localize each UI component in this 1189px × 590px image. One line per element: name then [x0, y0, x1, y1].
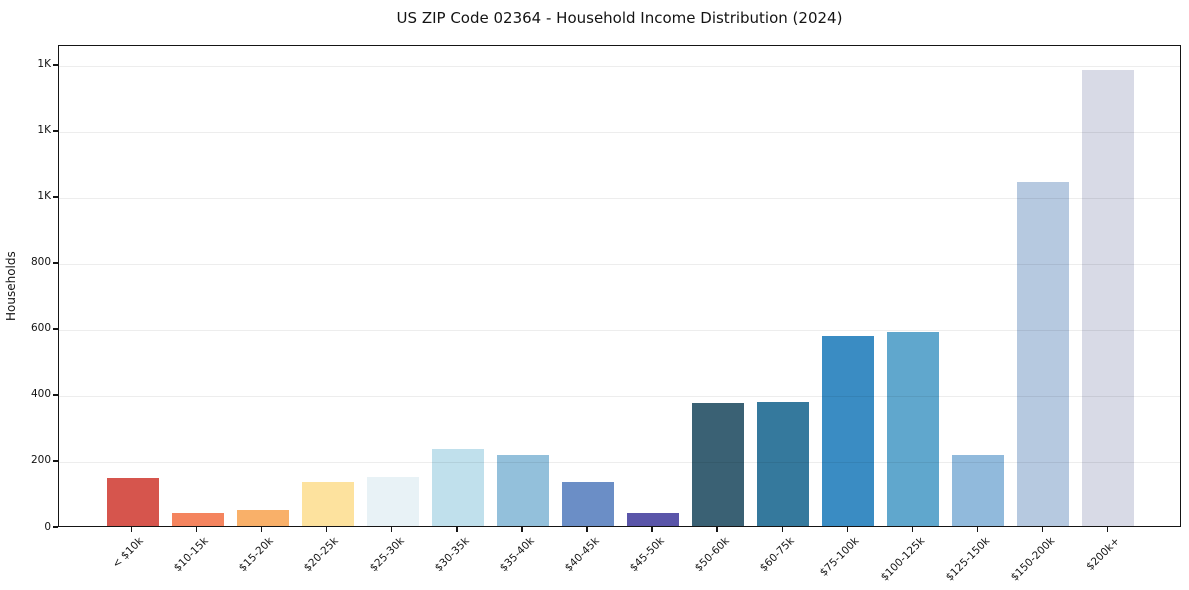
y-tick-mark: [53, 262, 58, 264]
y-tick-mark: [53, 460, 58, 462]
x-tick-label: $15-20k: [237, 535, 277, 575]
bar-$25-30k: [366, 477, 419, 526]
x-tick-mark: [130, 527, 133, 532]
gridline: [59, 263, 1180, 265]
x-tick-mark: [911, 527, 913, 532]
bar-$125-150k: [952, 455, 1005, 526]
gridline: [59, 131, 1180, 133]
x-tick-label: $50-60k: [692, 535, 732, 575]
x-tick-label: $75-100k: [817, 535, 862, 579]
x-tick-label: $10-15k: [171, 535, 212, 575]
y-tick-label: 1K: [37, 58, 51, 71]
y-tick-label: 200: [30, 454, 51, 467]
x-tick-mark: [261, 527, 263, 532]
chart-title: US ZIP Code 02364 - Household Income Dis…: [396, 9, 843, 27]
plot-area: [58, 45, 1181, 527]
y-tick-label: 1K: [37, 190, 51, 203]
bar-$200k+: [1082, 70, 1135, 526]
x-tick-mark: [326, 527, 328, 532]
x-tick-mark: [586, 527, 588, 532]
x-tick-label: $35-40k: [497, 535, 537, 575]
gridline: [59, 461, 1180, 463]
bar-< $10k: [106, 478, 159, 526]
x-tick-label: $60-75k: [757, 535, 797, 575]
gridline: [59, 395, 1180, 397]
y-tick-mark: [53, 328, 58, 330]
x-tick-label: $45-50k: [627, 535, 667, 575]
x-tick-label: $125-150k: [943, 535, 992, 584]
y-tick-label: 0: [44, 520, 51, 533]
x-tick-mark: [391, 527, 393, 532]
x-tick-label: $30-35k: [432, 535, 472, 575]
y-tick-mark: [53, 196, 58, 198]
x-tick-mark: [195, 527, 198, 532]
x-tick-mark: [1041, 527, 1044, 532]
x-tick-label: $100-125k: [878, 535, 927, 584]
bar-$35-40k: [496, 455, 549, 526]
y-tick-mark: [53, 130, 58, 132]
bar-$75-100k: [822, 335, 875, 526]
x-tick-label: < $10k: [110, 535, 147, 571]
bar-$10-15k: [171, 513, 224, 526]
x-tick-mark: [846, 527, 848, 532]
bar-$100-125k: [887, 331, 940, 526]
gridline: [59, 197, 1180, 199]
x-tick-label: $40-45k: [562, 535, 602, 575]
x-tick-mark: [976, 527, 979, 532]
x-tick-mark: [1106, 527, 1109, 532]
y-tick-mark: [53, 526, 58, 528]
y-tick-label: 800: [30, 256, 51, 269]
y-tick-label: 600: [30, 322, 51, 335]
x-tick-mark: [716, 527, 718, 532]
x-tick-label: $200k+: [1084, 535, 1122, 573]
y-tick-mark: [53, 394, 58, 396]
x-tick-mark: [456, 527, 458, 532]
y-tick-mark: [53, 64, 58, 66]
bar-$50-60k: [692, 402, 745, 526]
x-tick-mark: [521, 527, 523, 532]
gridline: [59, 329, 1180, 331]
bar-$20-25k: [301, 481, 354, 526]
gridline: [59, 65, 1180, 67]
y-tick-label: 1K: [37, 124, 51, 137]
x-tick-label: $150-200k: [1008, 535, 1057, 584]
bar-$45-50k: [627, 513, 680, 526]
bar-$40-45k: [561, 482, 614, 526]
bar-$60-75k: [757, 401, 810, 526]
x-tick-mark: [781, 527, 783, 532]
bar-$150-200k: [1017, 181, 1070, 526]
y-tick-label: 400: [30, 388, 51, 401]
x-tick-label: $25-30k: [367, 535, 407, 575]
x-tick-label: $20-25k: [302, 535, 342, 575]
bar-$15-20k: [236, 510, 289, 526]
x-tick-mark: [651, 527, 653, 532]
bar-$30-35k: [431, 449, 484, 526]
